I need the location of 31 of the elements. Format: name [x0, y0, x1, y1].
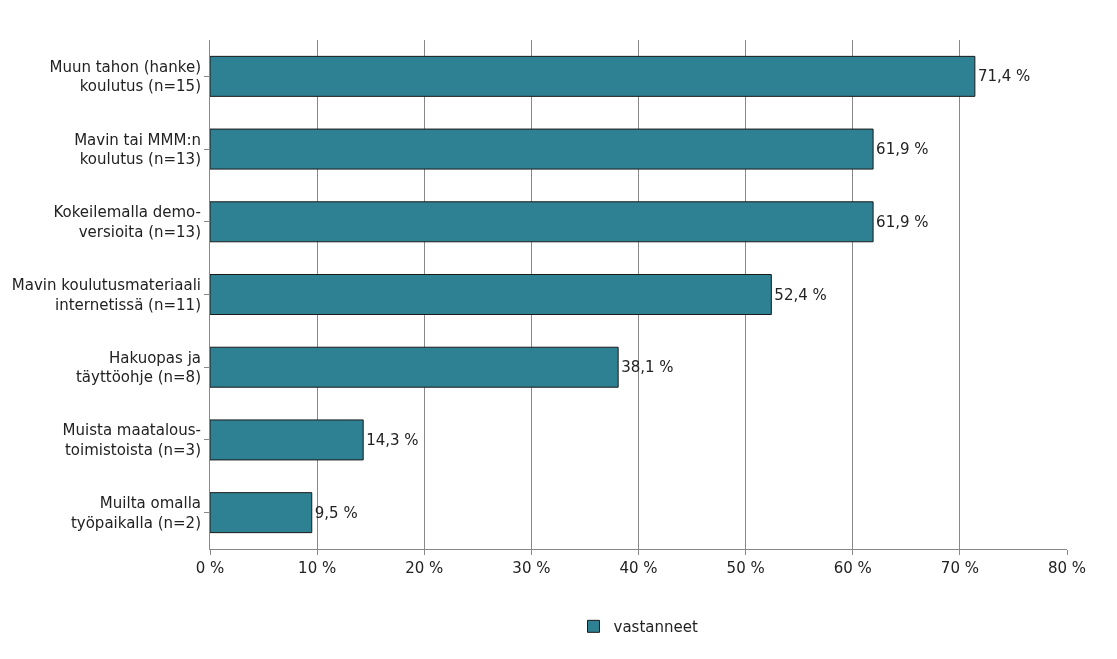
y-tick-label: Mavin koulutusmateriaali internetissä (n=11)	[11, 276, 201, 314]
data-label: 61,9 %	[876, 212, 929, 231]
bar	[210, 201, 874, 243]
data-label: 9,5 %	[314, 503, 358, 522]
data-label: 71,4 %	[977, 67, 1031, 86]
bar	[210, 492, 313, 534]
y-tick-label: Hakuopas ja täyttöohje (n=8)	[75, 348, 201, 387]
y-tick-label: Muilta omalla työpaikalla (n=2)	[70, 494, 201, 532]
x-tick-label: 70 %	[940, 559, 979, 577]
y-tick-label: Kokeilemalla demo- versioita (n=13)	[53, 203, 201, 241]
x-tick-label: 80 %	[1047, 559, 1087, 577]
x-tick-label: 50 %	[726, 559, 765, 577]
legend-label: vastanneet	[613, 618, 698, 637]
bar	[210, 419, 364, 461]
x-tick-label: 20 %	[405, 559, 444, 577]
x-tick-label: 10 %	[298, 559, 337, 577]
bar	[210, 274, 772, 315]
x-tick-label: 0 %	[195, 559, 225, 577]
data-label: 38,1 %	[621, 358, 674, 377]
data-label: 61,9 %	[876, 140, 929, 159]
data-label: 14,3 %	[366, 430, 419, 449]
y-tick-label: Muun tahon (hanke) koulutus (n=15)	[49, 57, 201, 96]
x-tick-label: 40 %	[619, 559, 658, 577]
bar	[210, 55, 976, 97]
bar	[210, 128, 874, 170]
data-label: 52,4 %	[774, 285, 827, 304]
x-tick-label: 30 %	[512, 559, 551, 577]
y-tick-label: Mavin tai MMM:n koulutus (n=13)	[74, 130, 201, 169]
bar	[210, 346, 619, 388]
y-tick-label: Muista maatalous- toimistoista (n=3)	[62, 421, 201, 459]
x-tick-label: 60 %	[833, 559, 872, 577]
